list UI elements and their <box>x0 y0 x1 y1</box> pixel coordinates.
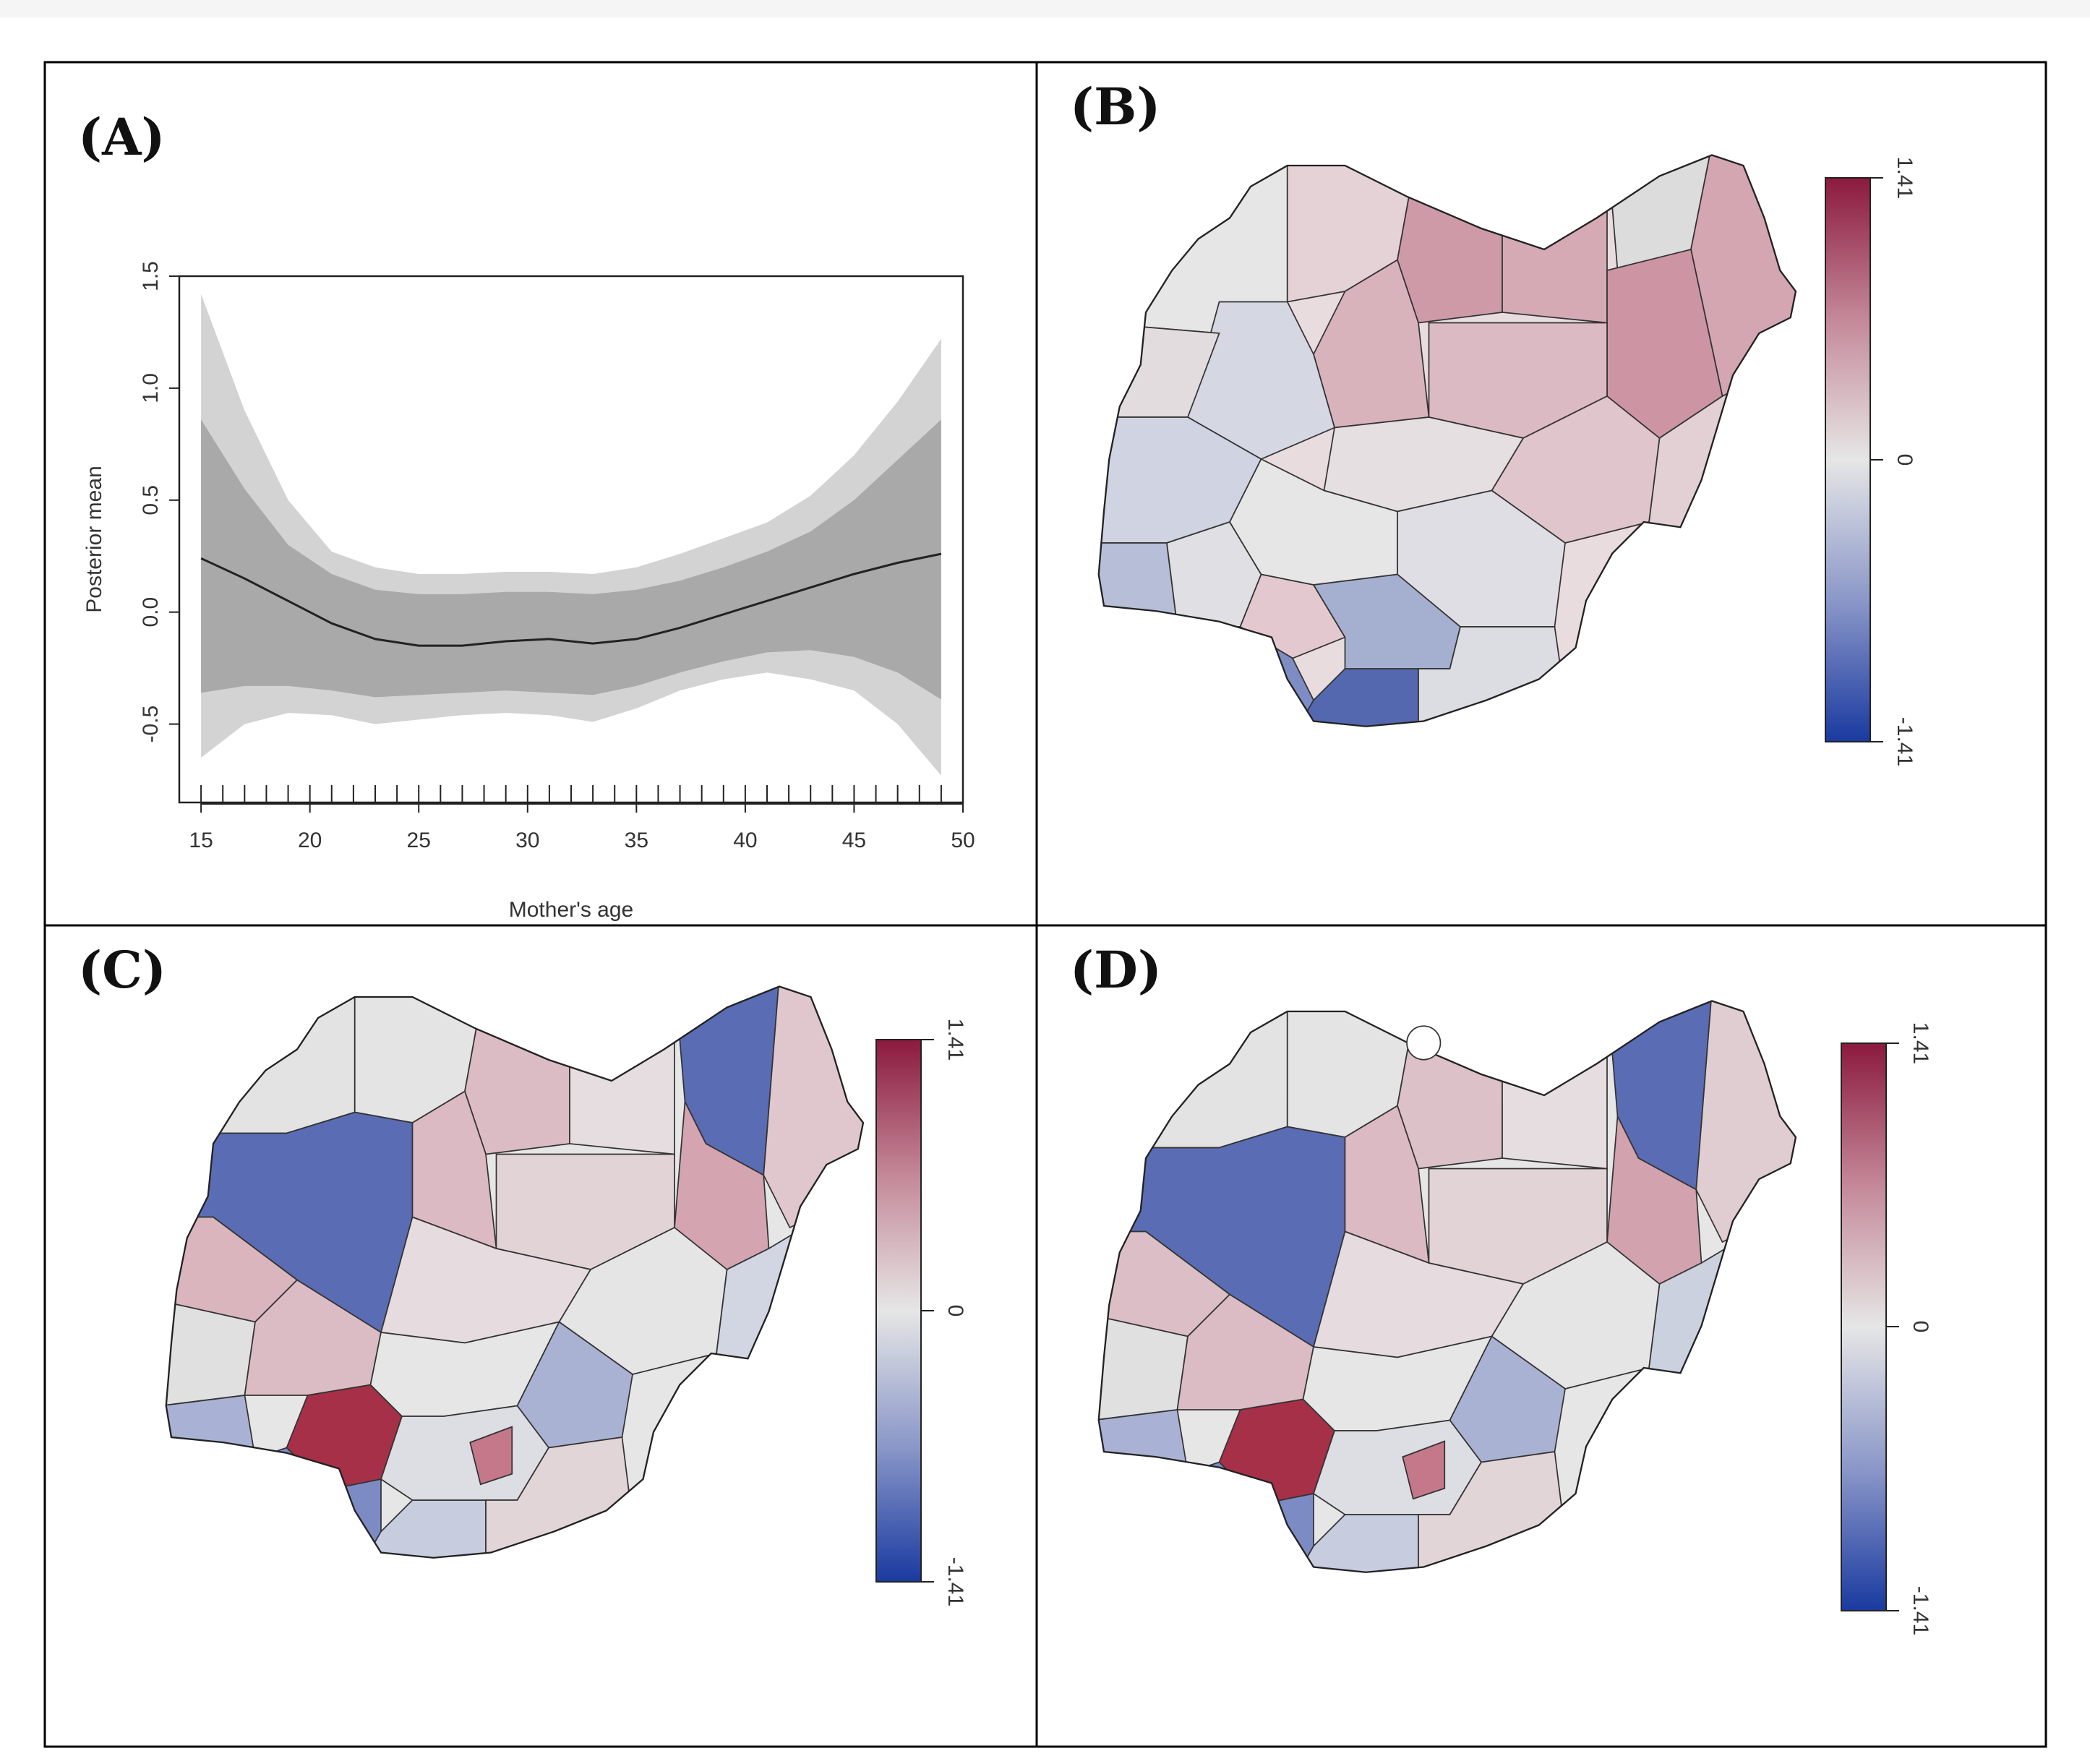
legend-c-mid-label: 0 <box>943 1305 967 1317</box>
map-c-region-anambra-enugu <box>380 1405 550 1501</box>
rug-ticks <box>200 785 942 802</box>
y-tick-label: 1.5 <box>139 261 163 291</box>
map-b <box>1094 145 1807 774</box>
y-tick-label: 1.0 <box>139 373 163 403</box>
map-d-region-borno <box>1695 1001 1796 1243</box>
x-tick-label: 40 <box>733 829 757 852</box>
legend-d: 1.41 0 -1.41 <box>1841 1022 1932 1635</box>
legend-d-colorbar <box>1841 1042 1887 1611</box>
map-d-missing-region <box>1406 1025 1442 1061</box>
panel-label-d: (D) <box>1070 940 1162 1000</box>
legend-d-mid-label: 0 <box>1909 1321 1932 1333</box>
credible-band-inner <box>201 419 941 700</box>
legend-c-max-label: 1.41 <box>943 1019 967 1061</box>
map-c-region-katsina <box>464 986 570 1155</box>
map-c <box>161 976 874 1605</box>
x-tick-label: 45 <box>842 829 866 852</box>
map-d-region-katsina <box>1397 1001 1503 1170</box>
x-tick-label: 35 <box>625 829 648 852</box>
legend-b-mid-label: 0 <box>1893 454 1916 466</box>
panel-a-plot: 15 20 25 30 35 40 45 50 -0.5 0.0 0.5 1.0 1.5 Mother… <box>82 261 975 922</box>
x-tick-label: 20 <box>298 829 322 852</box>
map-d-region-ebonyi <box>1402 1440 1446 1500</box>
x-axis: 15 20 25 30 35 40 45 50 <box>189 802 975 852</box>
top-band <box>0 0 2090 17</box>
map-d-region-cross-river <box>1418 1451 1577 1572</box>
map-d-region-kaduna <box>1344 1105 1430 1264</box>
x-tick-label: 15 <box>189 829 213 852</box>
map-d-region-ogun-lagos <box>1098 1409 1189 1473</box>
map-d-region-anambra-enugu <box>1312 1419 1483 1515</box>
map-c-region-cross-river <box>485 1437 644 1558</box>
y-tick-label: 0.5 <box>139 485 163 515</box>
map-d-region-northwest <box>1098 1001 1288 1149</box>
y-axis: -0.5 0.0 0.5 1.0 1.5 <box>139 261 179 742</box>
posterior-mean-line <box>200 552 942 647</box>
figure-frame <box>43 61 2047 1748</box>
map-c-region-kaduna <box>411 1090 497 1250</box>
legend-b-max-label: 1.41 <box>1893 157 1916 199</box>
y-axis-title: Posterior mean <box>82 466 106 612</box>
x-axis-title: Mother's age <box>509 898 634 922</box>
panel-label-a: (A) <box>78 107 166 167</box>
legend-b-min-label: -1.41 <box>1893 717 1916 766</box>
legend-b: 1.41 0 -1.41 <box>1825 157 1916 766</box>
x-tick-label: 50 <box>951 829 975 852</box>
legend-b-colorbar <box>1825 177 1871 742</box>
panel-label-b: (B) <box>1070 77 1160 137</box>
map-d <box>1094 990 1807 1619</box>
legend-d-min-label: -1.41 <box>1909 1586 1932 1635</box>
map-c-region-ebonyi <box>469 1426 513 1486</box>
map-c-region-kano <box>569 986 675 1155</box>
y-tick-label: 0.0 <box>139 597 163 628</box>
map-b-region-kano <box>1502 155 1608 324</box>
legend-c-min-label: -1.41 <box>943 1557 967 1606</box>
map-b-region-ogun-lagos <box>1098 542 1178 628</box>
map-d-region-kano <box>1502 1001 1608 1170</box>
map-c-region-borno <box>763 986 863 1229</box>
y-tick-label: -0.5 <box>139 706 163 743</box>
legend-d-max-label: 1.41 <box>1909 1022 1932 1064</box>
map-c-region-ogun-lagos <box>166 1395 257 1459</box>
panel-label-c: (C) <box>78 940 166 1000</box>
map-c-region-northwest <box>166 986 356 1134</box>
legend-c-colorbar <box>875 1039 922 1583</box>
x-tick-label: 25 <box>407 829 431 852</box>
map-b-region-katsina <box>1397 155 1503 324</box>
x-tick-label: 30 <box>515 829 539 852</box>
legend-c: 1.41 0 -1.41 <box>875 1019 967 1606</box>
